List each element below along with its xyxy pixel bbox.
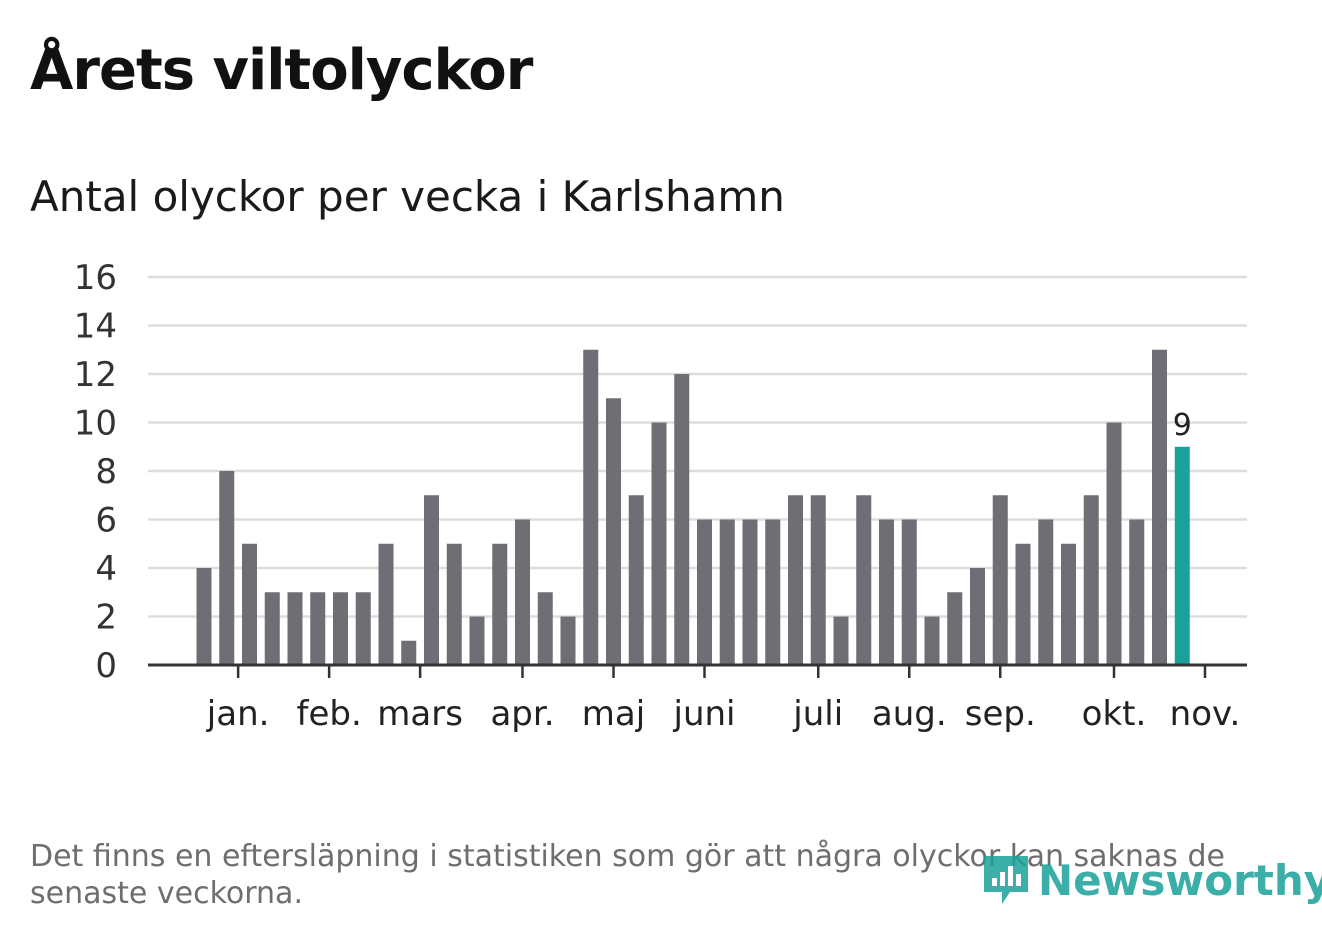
bar — [1015, 543, 1031, 665]
y-tick-label: 2 — [95, 598, 117, 638]
bar — [446, 543, 462, 665]
bar — [515, 519, 530, 665]
x-tick-label: apr. — [490, 694, 554, 734]
x-tick-label: feb. — [296, 694, 361, 734]
bar — [287, 592, 303, 665]
bar — [219, 471, 235, 665]
bar — [788, 495, 803, 665]
y-tick-label: 8 — [95, 452, 117, 492]
y-tick-label: 0 — [95, 646, 117, 686]
chart-title: Årets viltolyckor — [30, 38, 533, 103]
bar — [833, 616, 849, 665]
x-tick-label: maj — [582, 694, 645, 734]
newsworthy-logo: Newsworthy — [980, 850, 1322, 910]
bar — [970, 568, 985, 665]
bar — [947, 592, 963, 665]
bar — [992, 495, 1008, 665]
highlighted-bar — [1174, 446, 1190, 665]
bar — [378, 543, 394, 665]
bar — [901, 519, 917, 665]
x-tick-label: nov. — [1170, 694, 1241, 734]
bar — [196, 568, 212, 665]
bar — [924, 616, 940, 665]
x-tick-label: juli — [792, 694, 843, 734]
newsworthy-logo-icon — [984, 856, 1028, 904]
bar — [333, 592, 348, 665]
y-tick-label: 10 — [74, 404, 117, 444]
bar — [879, 519, 894, 665]
y-tick-label: 4 — [95, 549, 117, 589]
y-tick-label: 14 — [74, 307, 117, 347]
y-tick-label: 6 — [95, 501, 117, 541]
bar — [697, 519, 712, 665]
x-tick-label: juni — [673, 694, 736, 734]
bar — [310, 592, 326, 665]
bar — [492, 543, 508, 665]
x-tick-label: mars — [377, 694, 463, 734]
bar — [651, 422, 667, 665]
y-tick-label: 16 — [74, 258, 117, 298]
newsworthy-logo-text: Newsworthy — [1038, 855, 1322, 905]
bar — [401, 640, 417, 665]
bar — [469, 616, 485, 665]
x-tick-label: aug. — [872, 694, 947, 734]
bar — [537, 592, 553, 665]
bar — [1152, 349, 1167, 665]
bar — [628, 495, 644, 665]
bar — [765, 519, 781, 665]
bar-value-label: 9 — [1173, 408, 1192, 443]
x-tick-label: okt. — [1082, 694, 1147, 734]
bar — [1129, 519, 1145, 665]
bar — [1083, 495, 1099, 665]
y-tick-label: 12 — [74, 355, 117, 395]
bar — [719, 519, 735, 665]
bar — [856, 495, 872, 665]
x-axis: jan. feb. mars apr. maj juni juli aug. sep. okt. n… — [148, 663, 1247, 734]
bar — [606, 398, 621, 665]
bar — [424, 495, 439, 665]
bar — [1038, 519, 1054, 665]
chart-subtitle: Antal olyckor per vecka i Karlshamn — [30, 172, 785, 221]
bars: 9 — [196, 349, 1192, 665]
bar — [742, 519, 758, 665]
x-tick-label: sep. — [965, 694, 1036, 734]
bar — [810, 495, 826, 665]
bar — [560, 616, 576, 665]
bar — [242, 543, 257, 665]
y-axis-labels: 0 2 4 6 8 10 12 14 16 — [74, 258, 117, 686]
x-tick-label: jan. — [206, 694, 270, 734]
bar — [1106, 422, 1122, 665]
bar — [264, 592, 280, 665]
bar — [355, 592, 371, 665]
bar — [674, 374, 690, 665]
bar — [583, 349, 599, 665]
bar — [1061, 543, 1076, 665]
